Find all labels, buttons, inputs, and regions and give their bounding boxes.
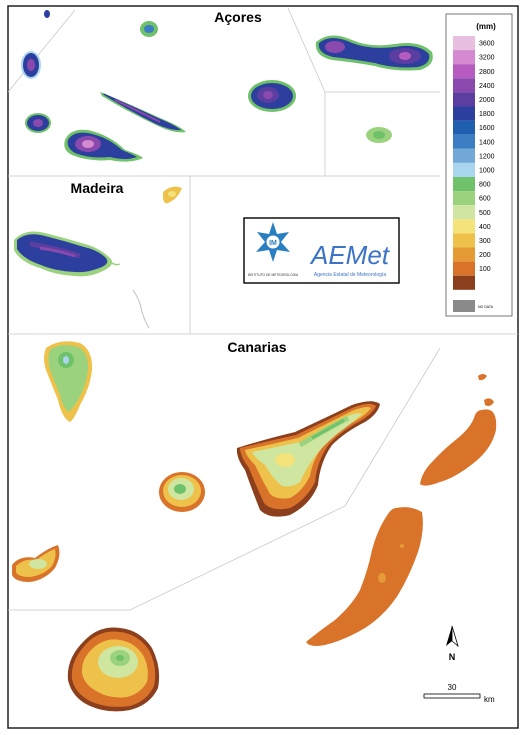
legend-swatch bbox=[453, 247, 475, 262]
azores-islands bbox=[21, 10, 433, 162]
legend-swatch bbox=[453, 36, 475, 51]
legend-swatch bbox=[453, 261, 475, 276]
legend-swatch bbox=[453, 64, 475, 79]
im-emblem-text: IM bbox=[269, 240, 277, 247]
legend-swatch bbox=[453, 177, 475, 192]
legend-steps: 3600 3200 2800 2400 2000 1800 1600 1400 1200 1000… bbox=[453, 36, 495, 290]
legend-label: 800 bbox=[479, 182, 491, 189]
legend: (mm) 3600 3200 2800 2400 2000 1800 1600 1400 120… bbox=[445, 13, 513, 317]
north-arrow-icon: N bbox=[446, 625, 459, 662]
inset-boundaries bbox=[7, 7, 518, 611]
legend-swatch bbox=[453, 219, 475, 234]
legend-label: 400 bbox=[479, 224, 491, 231]
legend-swatch bbox=[453, 191, 475, 206]
legend-label: 1800 bbox=[479, 111, 495, 118]
madeira-islands bbox=[14, 186, 182, 329]
legend-label: 1400 bbox=[479, 139, 495, 146]
legend-swatch bbox=[453, 233, 475, 248]
legend-swatch bbox=[453, 120, 475, 135]
north-label: N bbox=[449, 652, 456, 662]
title-canarias: Canarias bbox=[227, 339, 286, 355]
legend-label: 200 bbox=[479, 252, 491, 259]
legend-label: 1000 bbox=[479, 167, 495, 174]
legend-swatch bbox=[453, 92, 475, 107]
legend-nodata-swatch bbox=[453, 300, 475, 312]
legend-label: 600 bbox=[479, 196, 491, 203]
canarias-islands bbox=[12, 341, 497, 712]
legend-label: 3600 bbox=[479, 41, 495, 48]
legend-label: 2400 bbox=[479, 83, 495, 90]
legend-label: 1200 bbox=[479, 153, 495, 160]
legend-label: 100 bbox=[479, 266, 491, 273]
legend-swatch bbox=[453, 78, 475, 93]
legend-nodata-label: NO DATA bbox=[478, 305, 494, 309]
scale-bar: 30 km bbox=[423, 683, 495, 704]
title-azores: Açores bbox=[214, 9, 262, 25]
legend-swatch bbox=[453, 205, 475, 220]
legend-swatch bbox=[453, 106, 475, 121]
legend-label: 300 bbox=[479, 238, 491, 245]
scale-unit: km bbox=[484, 695, 495, 704]
agency-logo: IM INSTITUTO DE METEOROLOGIA AEMet Agenc… bbox=[243, 217, 400, 284]
legend-swatch bbox=[453, 148, 475, 163]
im-emblem-icon: IM bbox=[256, 222, 290, 262]
map-frame bbox=[7, 5, 519, 729]
legend-label: 3200 bbox=[479, 55, 495, 62]
legend-swatch bbox=[453, 50, 475, 65]
scale-value: 30 bbox=[448, 683, 457, 692]
legend-swatch bbox=[453, 162, 475, 177]
scale-bar-rect bbox=[423, 693, 481, 699]
legend-label: 1600 bbox=[479, 125, 495, 132]
legend-label: 500 bbox=[479, 210, 491, 217]
legend-swatch bbox=[453, 134, 475, 149]
legend-label: 2000 bbox=[479, 97, 495, 104]
im-caption: INSTITUTO DE METEOROLOGIA bbox=[248, 273, 299, 277]
legend-label: 2800 bbox=[479, 69, 495, 76]
aemet-caption: Agencia Estatal de Meteorología bbox=[314, 272, 386, 278]
legend-title: (mm) bbox=[476, 22, 496, 31]
legend-swatch bbox=[453, 275, 475, 290]
aemet-wordmark: AEMet bbox=[309, 240, 391, 270]
title-madeira: Madeira bbox=[71, 180, 124, 196]
